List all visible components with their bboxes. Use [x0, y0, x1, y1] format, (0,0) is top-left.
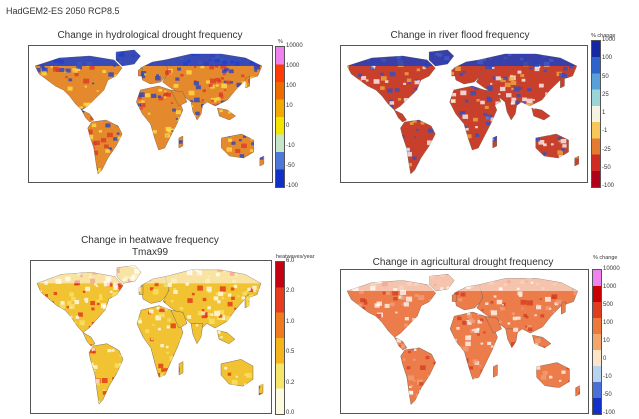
continent-camerica — [393, 109, 407, 123]
world-map — [30, 260, 272, 414]
map-svg — [346, 273, 580, 406]
continent-namerica — [346, 55, 436, 111]
colorbar-tick-label: 10000 — [286, 43, 303, 49]
colorbar-tick-label: -50 — [286, 163, 295, 169]
world-map — [340, 45, 588, 183]
panel-title: Change in agricultural drought frequency — [372, 257, 554, 268]
colorbar-tick-label: -100 — [602, 183, 615, 189]
colorbar-tick-label: -25 — [602, 146, 611, 153]
panel-hydrological-drought: Change in hydrological drought frequency… — [0, 0, 320, 200]
continent-asia — [476, 278, 578, 336]
colorbar-tick-label: 0.5 — [286, 349, 295, 356]
colorbar-tick-label: 10 — [603, 338, 610, 344]
colorbar-tick-label: 1000 — [603, 284, 617, 290]
colorbar-tick-label: -1 — [602, 128, 608, 135]
continent-madagascar — [493, 364, 498, 378]
colorbar — [275, 261, 285, 415]
panel-heatwave: Change in heatwave frequency Tmax99 heat… — [0, 205, 320, 419]
colorbar-unit: heatwaves/year — [276, 254, 315, 260]
colorbar-tick-label: 100 — [603, 320, 614, 326]
colorbar-ticks: 6.0 2.0 1.0 0.5 0.2 0.0 — [286, 258, 316, 416]
continent-arabia — [170, 89, 188, 107]
colorbar-tick-label: 1 — [602, 110, 606, 116]
continent-asia — [476, 53, 578, 109]
map-svg — [36, 265, 264, 405]
colorbar — [275, 46, 285, 188]
continent-india — [504, 101, 518, 121]
panel-subtitle: Tmax99 — [131, 247, 169, 258]
colorbar-unit: % change — [591, 33, 616, 39]
continent-india — [190, 323, 204, 345]
panel-title: Change in river flood frequency — [390, 30, 530, 41]
world-map — [28, 45, 273, 183]
colorbar-tick-label: 100 — [286, 83, 297, 89]
colorbar-tick-label: -100 — [603, 410, 616, 416]
colorbar-tick-label: -10 — [286, 143, 295, 149]
continent-india — [190, 101, 204, 121]
colorbar-tick-label: 0.2 — [286, 379, 295, 386]
continent-arabia — [170, 309, 188, 329]
continent-japan — [561, 301, 566, 315]
colorbar — [592, 269, 602, 415]
continent-australia — [536, 362, 570, 388]
colorbar-tick-label: 500 — [603, 302, 614, 308]
continent-samerica — [88, 343, 124, 405]
panel-agricultural-drought: Change in agricultural drought frequency… — [320, 205, 639, 419]
colorbar-tick-label: -50 — [602, 164, 611, 171]
colorbar-tick-label: 50 — [602, 73, 609, 80]
colorbar-unit: % change — [593, 255, 618, 261]
colorbar-tick-label: 0 — [286, 123, 290, 129]
panel-river-flood: Change in river flood frequency % change… — [320, 0, 639, 200]
colorbar-tick-label: 1000 — [602, 37, 616, 43]
colorbar-tick-label: 2.0 — [286, 288, 295, 295]
colorbar-tick-label: 25 — [602, 91, 609, 98]
continent-arabia — [484, 315, 502, 334]
continent-camerica — [82, 332, 96, 347]
map-svg — [34, 49, 265, 175]
colorbar-unit: % — [278, 39, 283, 45]
map-svg — [346, 49, 580, 175]
colorbar-tick-label: 6.0 — [286, 258, 295, 264]
colorbar-tick-label: 0 — [603, 356, 607, 362]
colorbar-ticks: 10000 1000 500 100 10 0 -10 -50 -100 — [603, 266, 633, 416]
continent-samerica — [400, 119, 436, 175]
colorbar-tick-label: 100 — [602, 55, 613, 62]
colorbar — [591, 40, 601, 188]
continent-samerica — [400, 347, 436, 406]
colorbar-tick-label: 10 — [286, 103, 293, 109]
colorbar-tick-label: 10000 — [603, 266, 620, 272]
continent-australia — [221, 133, 254, 159]
continent-australia — [220, 359, 254, 387]
continent-japan — [560, 75, 565, 89]
colorbar-ticks: 1000 100 50 25 1 -1 -25 -50 -100 — [602, 37, 632, 189]
world-map — [340, 269, 589, 414]
colorbar-tick-label: -10 — [603, 374, 612, 380]
colorbar-tick-label: 0.0 — [286, 410, 295, 416]
continent-seasia — [531, 107, 551, 121]
figure-suptitle: HadGEM2-ES 2050 RCP8.5 — [6, 6, 120, 16]
colorbar-tick-label: 1000 — [286, 63, 300, 69]
panel-title: Change in heatwave frequency — [81, 235, 219, 246]
panel-title: Change in hydrological drought frequency — [57, 30, 243, 41]
colorbar-tick-label: -100 — [286, 183, 299, 189]
colorbar-tick-label: 1.0 — [286, 318, 295, 325]
continent-uk — [451, 292, 457, 302]
colorbar-tick-label: -50 — [603, 392, 612, 398]
colorbar-ticks: 10000 1000 100 10 0 -10 -50 -100 — [286, 43, 316, 189]
